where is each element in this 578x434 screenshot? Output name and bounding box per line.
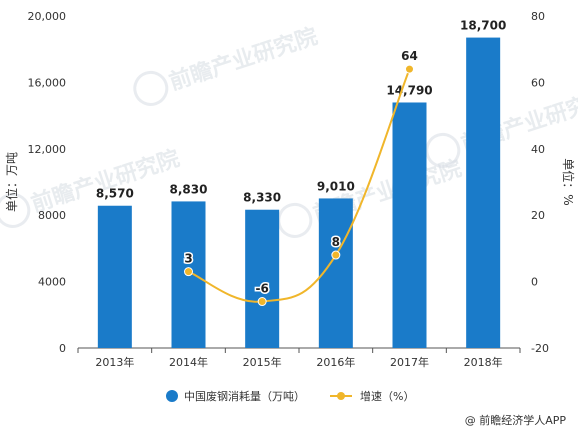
- bar-value-label: 9,010: [317, 179, 355, 193]
- growth-value-label: -6: [255, 282, 268, 296]
- growth-point: [257, 297, 267, 307]
- growth-label-halo: -6: [255, 282, 268, 296]
- growth-line: [188, 68, 411, 303]
- axes-layer: 2013年 2014年 2015年 2016年 2017年 2018年 0 4000 8000 1…: [4, 10, 576, 369]
- growth-value-label: 3: [184, 252, 192, 266]
- y-tick-label: 0: [59, 342, 66, 355]
- watermark-circle: [425, 132, 461, 168]
- y-axis-title: 单位：万吨: [4, 152, 19, 212]
- y-right-tick-label: -20: [531, 342, 549, 355]
- y-tick-label: 8000: [38, 209, 66, 222]
- bars-layer: 8,570 8,830 8,330 9,010 14,790 18,700: [96, 19, 506, 349]
- y-right-tick-label: 0: [531, 276, 538, 289]
- watermark-logo: 前瞻产业研究院: [425, 85, 578, 168]
- bar: [318, 198, 353, 348]
- bar: [466, 37, 501, 349]
- y-tick-label: 20,000: [28, 10, 67, 23]
- bar-value-label: 18,700: [460, 19, 506, 33]
- y-right-tick-label: 80: [531, 10, 545, 23]
- x-tick-label: 2013年: [95, 355, 134, 369]
- y-right-tick-label: 40: [531, 143, 545, 156]
- growth-point: [405, 64, 414, 74]
- growth-value-label: 8: [332, 235, 340, 249]
- growth-label-halo: 3: [184, 252, 192, 266]
- watermark-circle: [133, 70, 169, 106]
- legend-line-marker: [337, 392, 345, 400]
- watermark-text: 前瞻产业研究院: [166, 23, 321, 95]
- bar-value-label: 8,570: [96, 187, 134, 201]
- bar-value-label: 8,830: [170, 182, 208, 196]
- watermark-circle: [277, 202, 313, 238]
- legend-line-label: 增速（%）: [360, 389, 414, 403]
- x-tick-label: 2018年: [464, 355, 503, 369]
- legend-bar-label: 中国废钢消耗量（万吨）: [184, 389, 305, 403]
- bar-value-label: 14,790: [386, 83, 432, 97]
- x-tick-label: 2015年: [243, 355, 282, 369]
- x-tick-label: 2017年: [390, 355, 429, 369]
- legend-layer: 中国废钢消耗量（万吨） 增速（%）: [166, 389, 414, 403]
- growth-point: [331, 250, 341, 260]
- growth-point: [184, 267, 193, 277]
- y-right-tick-label: 60: [531, 76, 545, 89]
- legend-bar-swatch: [166, 390, 178, 402]
- growth-value-label: 64: [401, 49, 418, 63]
- growth-label-halo: 8: [332, 235, 340, 249]
- y-tick-label: 12,000: [28, 143, 67, 156]
- y-tick-label: 4000: [38, 276, 66, 289]
- y-right-axis-title: 单位：%: [561, 158, 576, 205]
- bar: [97, 205, 132, 348]
- bar: [245, 209, 280, 348]
- watermark-circle: [0, 192, 31, 228]
- x-tick-label: 2014年: [169, 355, 208, 369]
- watermark-logo: 前瞻产业研究院: [133, 23, 321, 106]
- source-text: @ 前瞻经济学人APP: [465, 413, 567, 427]
- bar: [392, 102, 427, 349]
- y-right-tick-label: 20: [531, 209, 545, 222]
- growth-label-halo: 64: [401, 49, 418, 63]
- x-tick-label: 2016年: [316, 355, 355, 369]
- bar-value-label: 8,330: [243, 191, 281, 205]
- y-tick-label: 16,000: [28, 76, 67, 89]
